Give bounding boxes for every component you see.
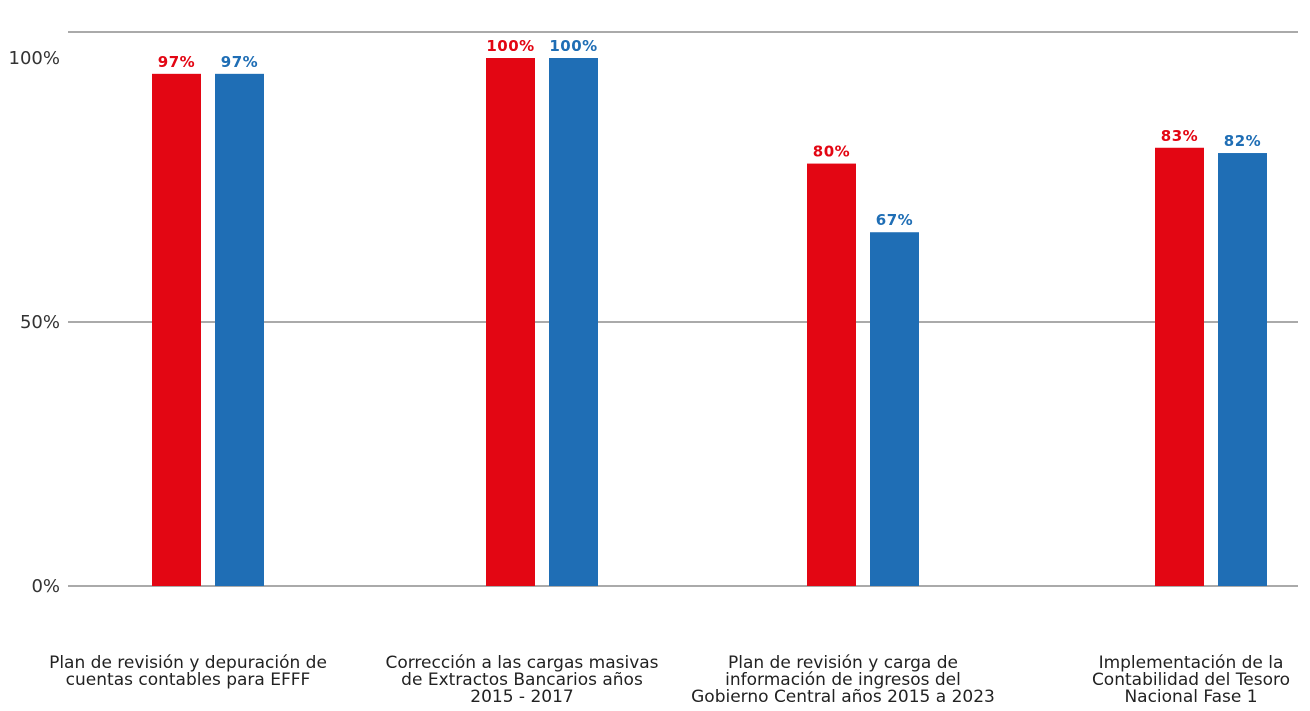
x-category-label: Contabilidad del Tesoro [1092,670,1290,690]
bar-series1-cat2 [486,58,535,586]
x-category-label: 2015 - 2017 [470,687,573,707]
x-category-label: Plan de revisión y carga de [728,653,958,673]
y-tick-label: 100% [9,48,60,69]
data-label-series2-cat3: 67% [876,211,913,229]
data-label-series2-cat2: 100% [549,37,597,55]
data-label-series1-cat3: 80% [813,143,850,161]
x-category-label: Corrección a las cargas masivas [385,653,658,673]
data-labels: 97% 97% 100% 100% 80% 67% 83% 82% [158,37,1261,229]
x-category-label: de Extractos Bancarios años [401,670,643,690]
x-category-label: información de ingresos del [725,670,961,690]
data-label-series1-cat1: 97% [158,53,195,71]
x-category-label: Nacional Fase 1 [1124,687,1257,707]
data-label-series2-cat1: 97% [221,53,258,71]
gridlines [68,31,1298,587]
data-label-series1-cat2: 100% [486,37,534,55]
bar-series1-cat4 [1155,147,1204,586]
bars [152,58,1267,587]
x-category-label: Implementación de la [1099,653,1284,673]
data-label-series1-cat4: 83% [1161,127,1198,145]
data-label-series2-cat4: 82% [1224,132,1261,150]
x-category-label: cuentas contables para EFFF [66,670,311,690]
bar-series2-cat3 [870,232,919,587]
y-tick-label: 0% [31,576,60,597]
bar-series1-cat1 [152,73,201,587]
bar-series2-cat1 [215,73,264,587]
axis-labels: 0% 50% 100% Plan de revisión y depuración d… [9,48,1291,707]
y-tick-label: 50% [20,312,60,333]
bar-series2-cat2 [549,58,598,586]
x-category-label: Gobierno Central años 2015 a 2023 [691,687,995,707]
bar-series2-cat4 [1218,153,1267,587]
bar-series1-cat3 [807,163,856,586]
x-category-label: Plan de revisión y depuración de [49,653,327,673]
